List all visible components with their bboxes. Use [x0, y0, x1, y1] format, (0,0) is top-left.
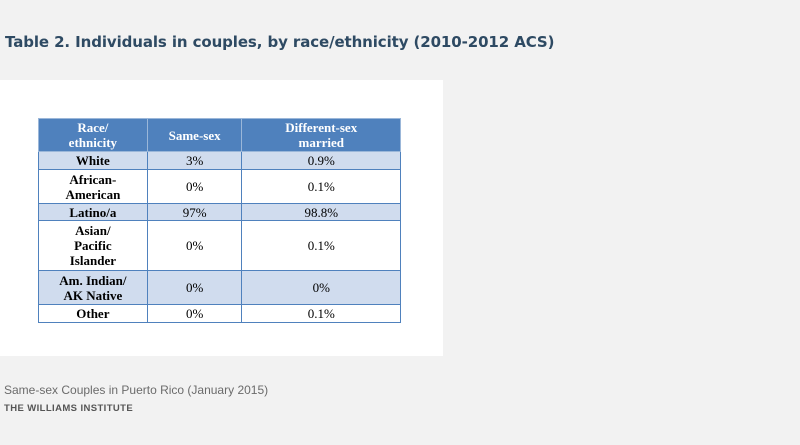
row-label: African- American — [38, 169, 148, 204]
same-sex-value: 0% — [146, 220, 243, 271]
table-row: African- American 0% 0.1% — [38, 169, 401, 204]
table-header-row: Race/ethnicity Same-sex Different-sex mar… — [38, 118, 401, 152]
different-sex-value: 0.9% — [241, 151, 401, 170]
different-sex-value: 0% — [241, 270, 401, 305]
same-sex-value: 97% — [146, 203, 243, 221]
table-row: Am. Indian/AK Native 0% 0% — [38, 270, 401, 305]
table-row: Asian/Pacific Islander 0% 0.1% — [38, 220, 401, 271]
source-caption: Same-sex Couples in Puerto Rico (January… — [4, 383, 269, 397]
table-row: White 3% 0.9% — [38, 151, 401, 170]
column-header-race: Race/ethnicity — [38, 118, 148, 152]
table-row: Other 0% 0.1% — [38, 304, 401, 323]
row-label: White — [38, 151, 148, 170]
same-sex-value: 3% — [146, 151, 243, 170]
page-title: Table 2. Individuals in couples, by race… — [5, 33, 555, 51]
same-sex-value: 0% — [146, 304, 243, 323]
same-sex-value: 0% — [146, 169, 243, 204]
organization-name: THE WILLIAMS INSTITUTE — [4, 403, 134, 414]
row-label: Other — [38, 304, 148, 323]
different-sex-value: 0.1% — [241, 304, 401, 323]
column-header-different-sex: Different-sex married — [241, 118, 401, 152]
row-label: Asian/Pacific Islander — [38, 220, 148, 271]
column-header-same-sex: Same-sex — [146, 118, 243, 152]
different-sex-value: 98.8% — [241, 203, 401, 221]
different-sex-value: 0.1% — [241, 169, 401, 204]
different-sex-value: 0.1% — [241, 220, 401, 271]
row-label: Latino/a — [38, 203, 148, 221]
table-panel: Race/ethnicity Same-sex Different-sex mar… — [0, 80, 443, 356]
row-label: Am. Indian/AK Native — [38, 270, 148, 305]
table-row: Latino/a 97% 98.8% — [38, 203, 401, 221]
data-table: Race/ethnicity Same-sex Different-sex mar… — [38, 118, 401, 323]
same-sex-value: 0% — [146, 270, 243, 305]
